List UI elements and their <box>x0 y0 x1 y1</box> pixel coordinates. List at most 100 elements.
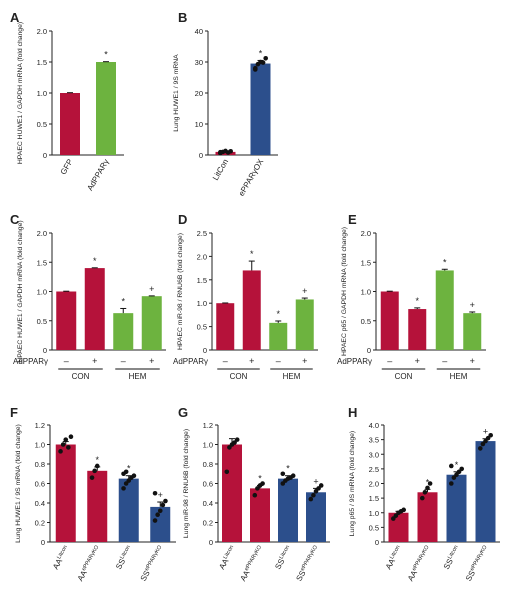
bar <box>216 303 235 350</box>
y-tick-label: 0.5 <box>197 323 207 332</box>
panel-letter: A <box>10 10 20 25</box>
data-point <box>218 149 223 155</box>
panel-h: H 0 0.5 1.0 1.5 2.0 2.5 3.0 3.5 4.0 Lung p65 / 9S … <box>348 405 500 583</box>
y-tick-label: 1.5 <box>369 494 379 503</box>
bar <box>150 506 171 542</box>
data-point <box>420 495 425 501</box>
data-point <box>228 148 233 154</box>
bar <box>388 512 409 542</box>
treatment-sign: – <box>276 356 281 366</box>
y-tick-label: 0.5 <box>37 317 47 326</box>
y-tick-label: 0 <box>43 151 47 160</box>
panel-a: A 0 0.5 1.0 1.5 2.0 HPAEC HUWE1 / GAPDH mRNA (… <box>10 10 124 192</box>
panel-letter: C <box>10 212 20 227</box>
category-label: LitCon <box>211 158 230 183</box>
bar <box>113 313 134 350</box>
data-point <box>155 512 160 517</box>
bar <box>55 444 76 542</box>
category-label-superscript: ePPARγKO <box>411 544 431 572</box>
bar <box>380 291 399 350</box>
y-tick-label: 2.0 <box>197 252 207 261</box>
y-tick-label: 1.0 <box>197 299 207 308</box>
treatment-sign: – <box>387 356 392 366</box>
bar <box>295 299 314 350</box>
panel-letter: D <box>178 212 187 227</box>
panel-letter: E <box>348 212 357 227</box>
category-label-main: SS <box>442 557 455 571</box>
y-tick-label: 1.0 <box>361 288 371 297</box>
treatment-sign: – <box>223 356 228 366</box>
y-tick-label: 2.0 <box>37 27 47 36</box>
bar <box>463 313 482 350</box>
group-label: HEM <box>129 372 147 381</box>
significance-mark: * <box>127 464 131 474</box>
significance-mark: + <box>470 300 475 310</box>
significance-mark: * <box>104 50 108 60</box>
significance-mark: * <box>95 455 99 465</box>
treatment-sign: + <box>249 356 254 366</box>
category-label-superscript: ePPARγKO <box>300 544 320 572</box>
category-label-superscript: Litcon <box>223 545 236 561</box>
panel-f: F 0 0.2 0.4 0.6 0.8 1.0 1.2 Lung HUWE1 / 9S mRNA… <box>10 405 176 583</box>
y-tick-label: 40 <box>195 27 203 36</box>
category-label-superscript: Litcon <box>56 545 69 561</box>
data-point <box>60 442 66 447</box>
y-tick-label: 0 <box>41 538 45 547</box>
data-point <box>152 518 158 523</box>
bar <box>269 322 288 350</box>
bar <box>222 444 242 542</box>
significance-mark: + <box>158 490 163 500</box>
significance-mark: * <box>426 477 430 487</box>
y-tick-label: 0.6 <box>203 480 213 489</box>
data-point <box>488 432 494 438</box>
category-label-main: SS <box>464 569 477 583</box>
significance-mark: * <box>258 473 262 483</box>
y-tick-label: 0.5 <box>361 317 371 326</box>
y-tick-label: 0 <box>367 346 371 355</box>
y-tick-label: 0.6 <box>35 480 45 489</box>
category-label-main: SS <box>139 569 152 583</box>
category-label-main: SS <box>294 569 307 583</box>
data-point <box>449 481 454 486</box>
category-label: SSLitcon <box>273 545 293 571</box>
data-point <box>459 466 465 472</box>
group-label: HEM <box>450 372 468 381</box>
category-label-superscript: ePPARγKO <box>144 544 164 572</box>
group-label: CON <box>230 372 248 381</box>
data-point <box>131 473 137 479</box>
data-point <box>252 492 258 498</box>
bar <box>278 478 298 542</box>
treatment-sign: + <box>470 356 475 366</box>
y-axis-label: Lung miR-98 / RNU6B (fold change) <box>183 429 190 538</box>
y-tick-label: 2.0 <box>369 480 379 489</box>
panel-letter: B <box>178 10 187 25</box>
y-tick-label: 1.0 <box>35 441 45 450</box>
data-point <box>401 507 407 513</box>
data-point <box>163 498 168 504</box>
data-point <box>121 486 126 491</box>
bar <box>56 291 77 350</box>
significance-mark: * <box>443 257 447 267</box>
data-point <box>234 437 240 442</box>
y-tick-label: 1.0 <box>37 89 47 98</box>
y-axis-label: Lung p65 / 9S mRNA (fold change) <box>349 431 356 536</box>
data-point <box>318 483 324 488</box>
panel-g: G 0 0.2 0.4 0.6 0.8 1.0 1.2 Lung miR-98 / RNU6B … <box>178 405 330 583</box>
data-point <box>280 471 286 477</box>
y-axis-label: HPAEC HUWE1 / GAPDH mRNA (fold change) <box>17 22 24 164</box>
data-point <box>422 489 428 495</box>
y-tick-label: 0.2 <box>35 519 45 528</box>
significance-mark: * <box>259 48 263 58</box>
data-point <box>425 485 430 491</box>
y-tick-label: 2.5 <box>197 229 207 238</box>
y-tick-label: 0.4 <box>35 499 45 508</box>
y-tick-label: 0.8 <box>35 460 45 469</box>
data-point <box>263 55 269 61</box>
bar <box>446 474 467 542</box>
panel-b: B 0 10 20 30 40 Lung HUWE1 / 9S mRNA * LitCon ePP… <box>173 10 278 198</box>
category-label: AAePPARγKO <box>76 544 104 583</box>
treatment-sign: + <box>92 356 97 366</box>
y-tick-label: 20 <box>195 89 203 98</box>
y-tick-label: 0.5 <box>369 523 379 532</box>
